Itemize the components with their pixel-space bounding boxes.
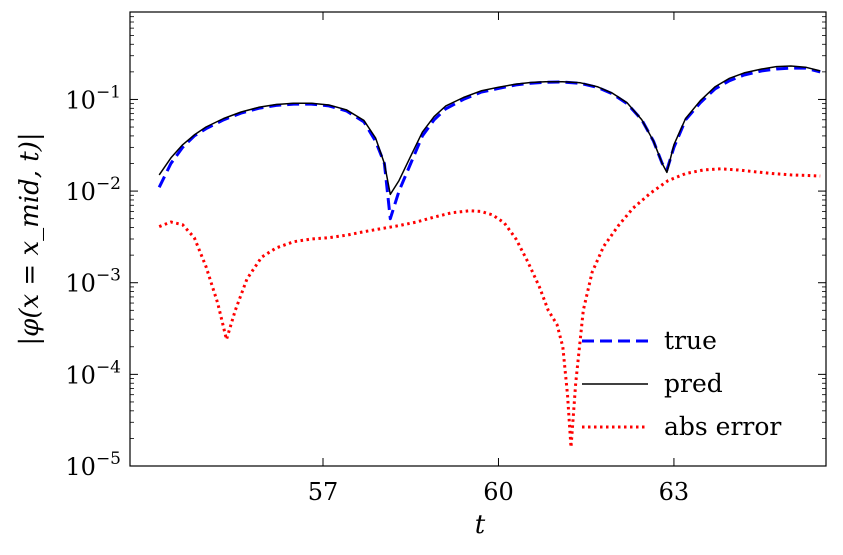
y-tick-label: 10−2: [65, 174, 121, 206]
plot-lines: [157, 65, 821, 449]
axis-ticks: [130, 11, 826, 467]
x-tick-label: 60: [483, 478, 514, 506]
x-tick-label: 57: [308, 478, 339, 506]
y-tick-label: 10−3: [65, 266, 121, 298]
legend-label: abs error: [664, 412, 781, 441]
y-tick-label: 10−5: [65, 449, 121, 481]
legend-label: true: [664, 326, 717, 355]
y-tick-label: 10−1: [65, 82, 121, 114]
series-line-abs-error: [158, 167, 821, 449]
y-axis-title: |φ(x = x_mid, t)|: [15, 132, 45, 345]
y-tick-label: 10−4: [65, 357, 121, 389]
tick-labels: 57 60 63 10−1 10−2 10−3 10−4 10−5: [65, 82, 689, 506]
series-line-true: [157, 66, 821, 221]
x-tick-label: 63: [659, 478, 690, 506]
series-line-pred: [158, 65, 821, 196]
x-axis-title: t: [475, 510, 486, 540]
legend-label: pred: [664, 369, 723, 398]
legend: true pred abs error: [582, 326, 781, 441]
